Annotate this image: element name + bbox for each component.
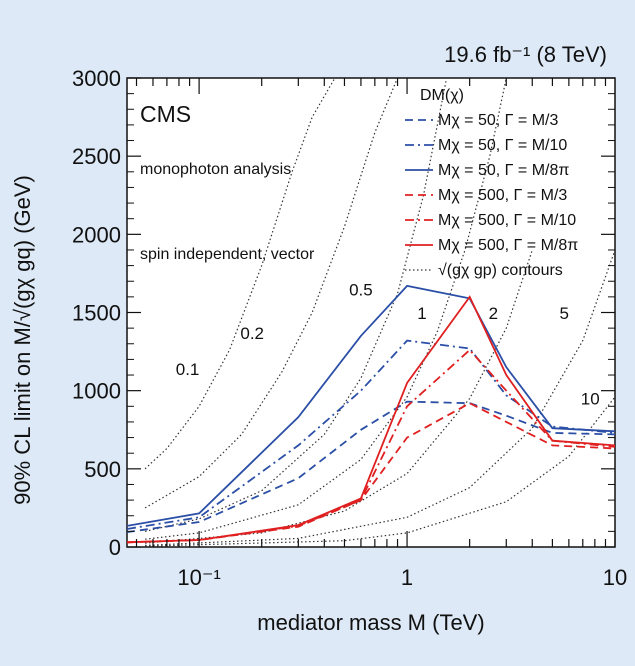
series-line (127, 295, 615, 544)
analysis-annotation: monophoton analysis (140, 161, 291, 178)
series-line (127, 339, 615, 530)
series-line (127, 400, 615, 533)
y-tick-label: 3000 (72, 66, 121, 91)
contour-line (145, 249, 615, 546)
x-tick-label: 10 (603, 565, 627, 590)
y-tick-label: 2500 (72, 144, 121, 169)
contour-label: 10 (581, 390, 600, 409)
contour-line (145, 78, 507, 540)
contour-label: 0.2 (240, 324, 264, 343)
x-axis-title: mediator mass M (TeV) (257, 610, 484, 635)
model-annotation: spin independent, vector (140, 246, 315, 263)
x-tick-label: 10⁻¹ (177, 565, 220, 590)
contour-labels: 0.1 0.2 0.5 1 2 5 10 (176, 280, 600, 408)
series-line (127, 348, 615, 544)
contour-line (144, 78, 336, 470)
contour-label: 2 (489, 304, 498, 323)
legend: DM(χ) Mχ = 50, Γ = M/3 Mχ = 50, Γ = M/10 Mχ… (405, 87, 578, 279)
contour-label: 0.1 (176, 360, 200, 379)
series-line (127, 284, 615, 527)
contour-lines (144, 78, 615, 547)
y-tick-label: 0 (109, 535, 121, 560)
contour-label: 0.5 (349, 280, 373, 299)
legend-entry: Mχ = 500, Γ = M/3 (438, 187, 567, 204)
contour-label: 1 (417, 304, 426, 323)
legend-entry: Mχ = 500, Γ = M/8π (438, 237, 578, 254)
legend-entry: Mχ = 50, Γ = M/8π (438, 162, 569, 179)
contour-line (144, 78, 399, 509)
legend-title: DM(χ) (420, 87, 464, 104)
legend-entry: √(gχ gp) contours (438, 262, 563, 279)
contour-line (145, 396, 615, 547)
y-tick-label: 1000 (72, 379, 121, 404)
limit-curves (127, 284, 615, 544)
y-tick-label: 2000 (72, 222, 121, 247)
lumi-label: 19.6 fb⁻¹ (8 TeV) (444, 42, 607, 67)
y-tick-label: 500 (84, 457, 121, 482)
experiment-label: CMS (140, 101, 191, 127)
legend-entry: Mχ = 500, Γ = M/10 (438, 212, 576, 229)
legend-entry: Mχ = 50, Γ = M/3 (438, 112, 558, 129)
legend-entry: Mχ = 50, Γ = M/10 (438, 137, 567, 154)
contour-label: 5 (560, 304, 569, 323)
y-axis-title: 90% CL limit on M/√(gχ gq) (GeV) (10, 175, 35, 505)
x-tick-label: 1 (401, 565, 413, 590)
axes: 0 500 1000 1500 2000 2500 3000 10⁻¹ 1 10 (72, 66, 627, 590)
plot-area (126, 77, 616, 548)
contour-line (145, 249, 533, 544)
contour-line (144, 78, 448, 532)
y-tick-label: 1500 (72, 301, 121, 326)
